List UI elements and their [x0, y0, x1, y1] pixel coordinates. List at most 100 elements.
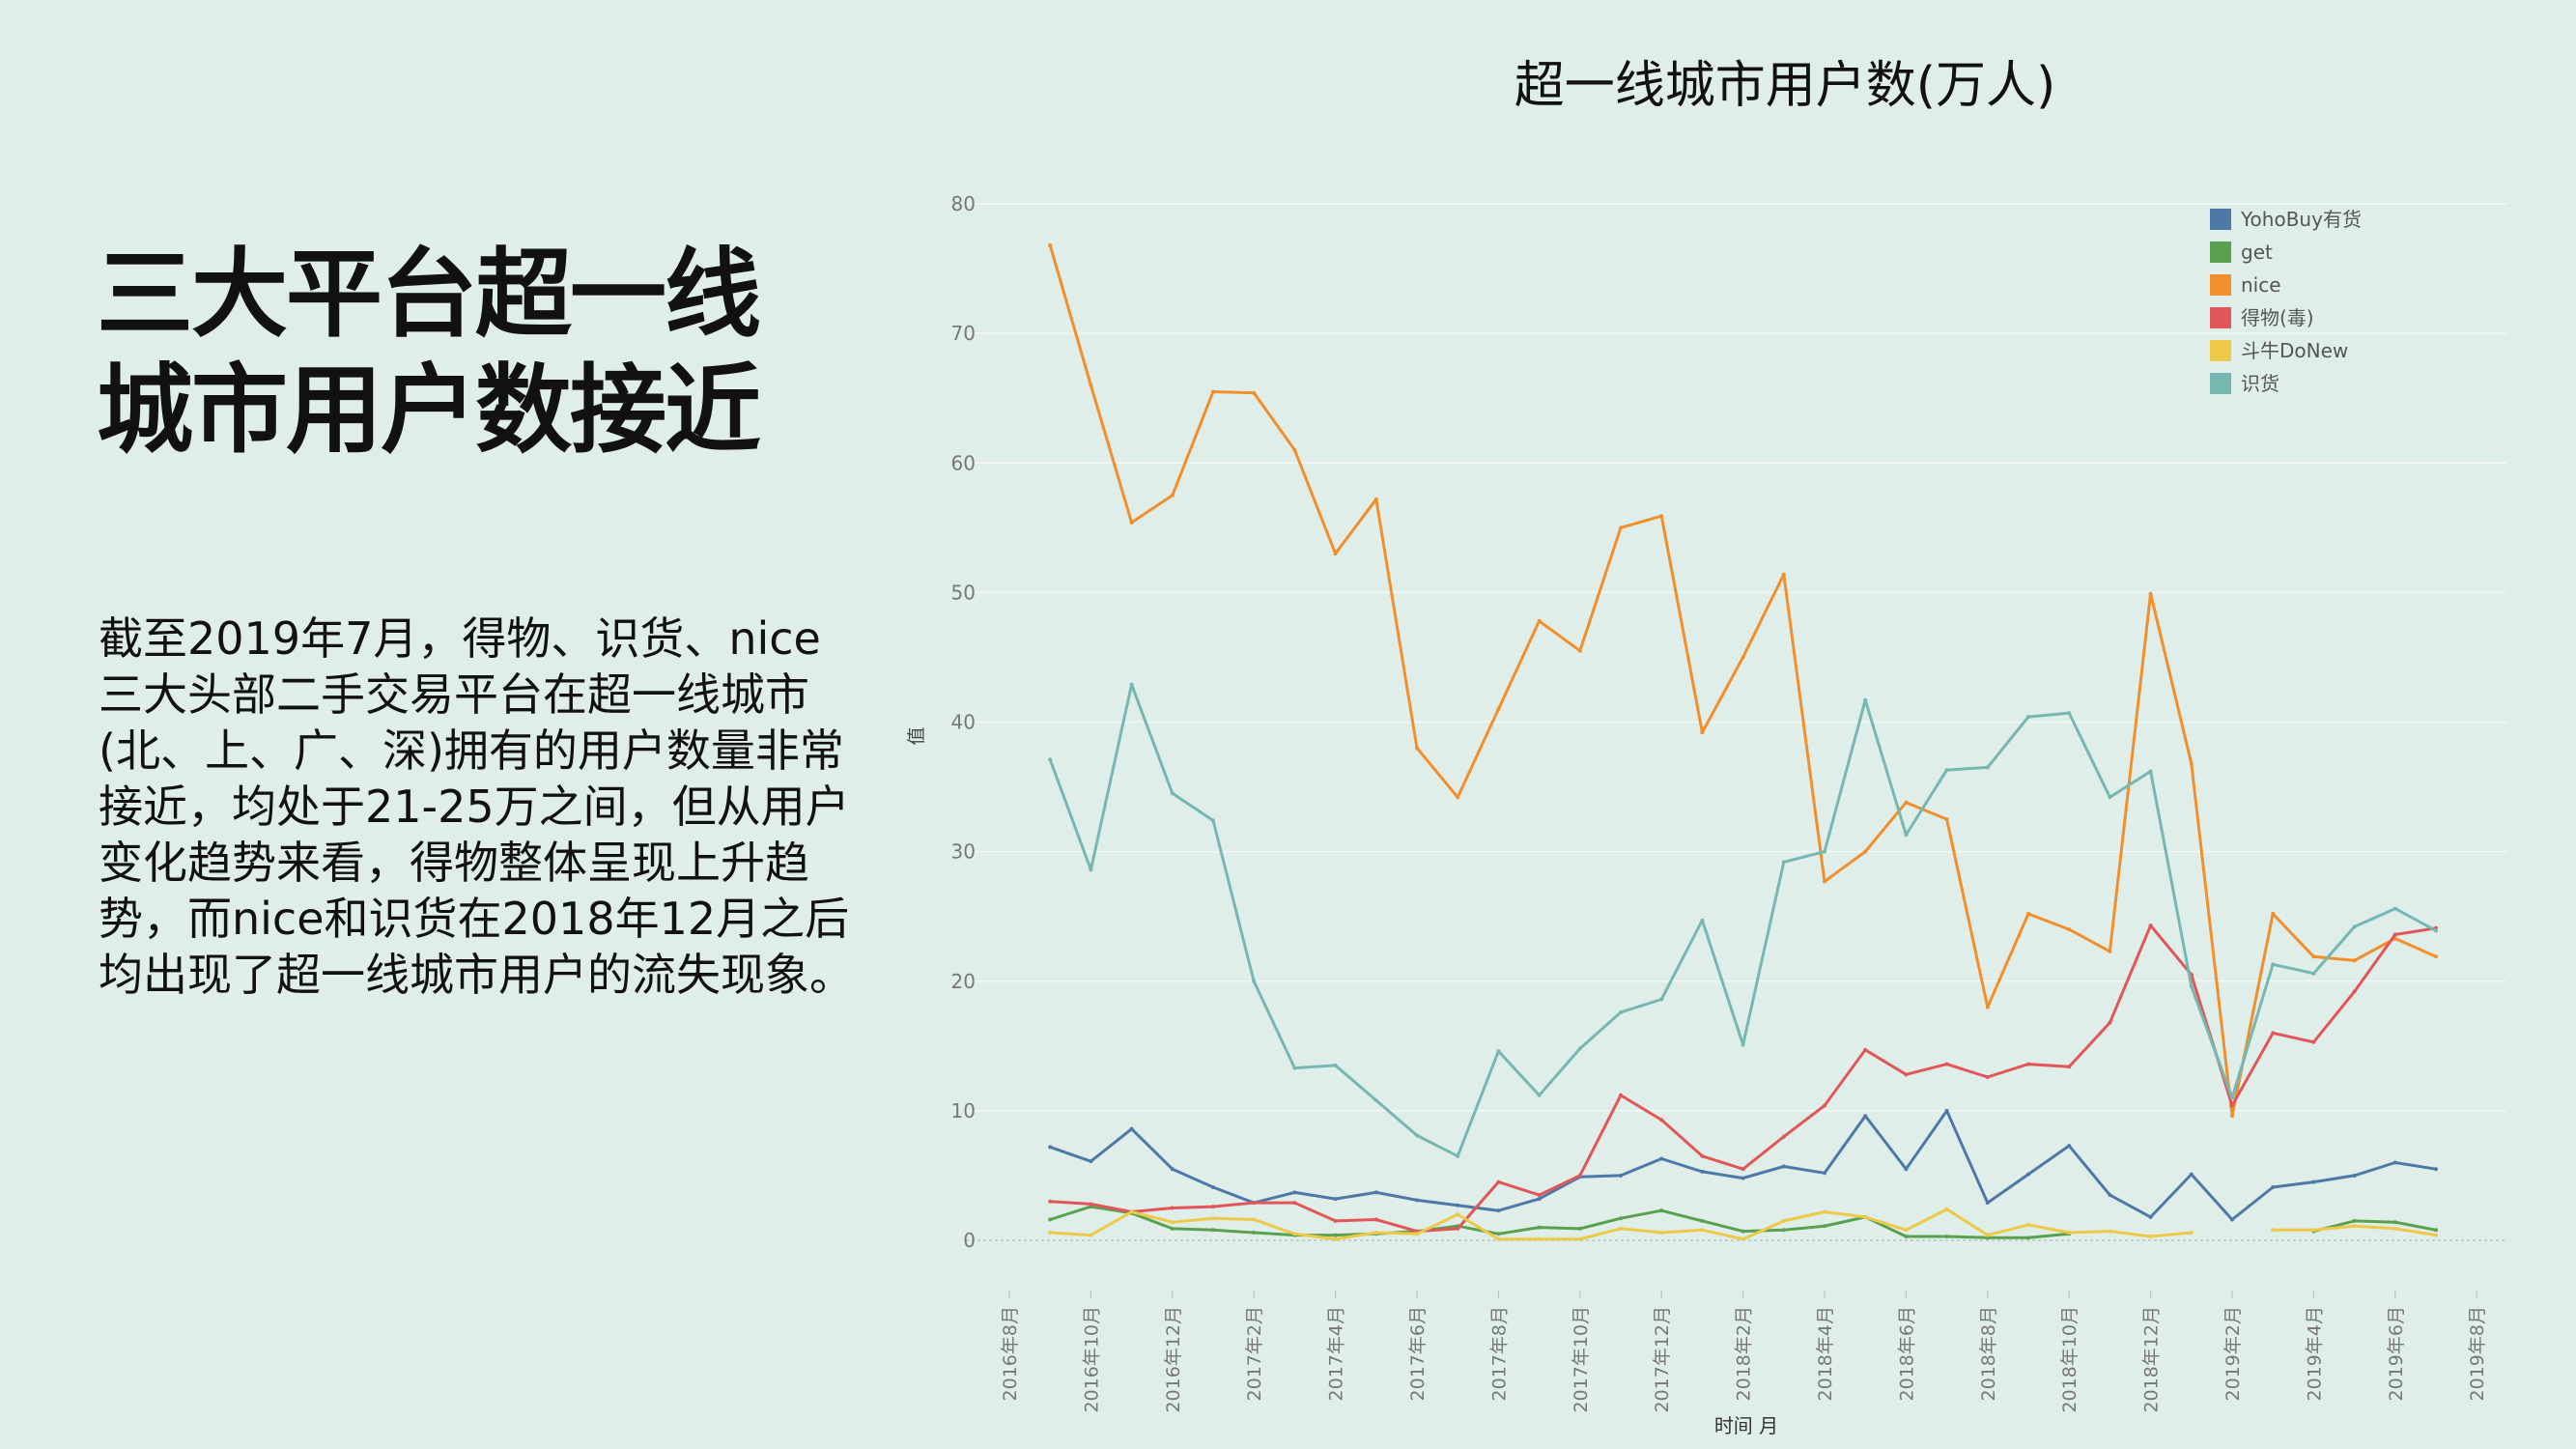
data-point [1537, 1236, 1542, 1241]
data-point [2434, 928, 2438, 933]
x-tick-label: 2019年2月 [2222, 1306, 2244, 1401]
data-point [1129, 682, 1134, 687]
data-point [2026, 912, 2030, 917]
data-point [1496, 1208, 1501, 1213]
data-point [2148, 1214, 2153, 1219]
data-point [1700, 1169, 1705, 1174]
data-point [1537, 1093, 1542, 1097]
data-point [1985, 1075, 1990, 1080]
legend-swatch [2210, 242, 2231, 263]
data-point [2392, 906, 2397, 911]
data-point [1089, 867, 1093, 872]
data-point [1048, 1230, 1053, 1235]
data-point [1211, 1185, 1215, 1190]
data-point [1089, 1159, 1093, 1164]
x-axis-label: 时间 月 [1714, 1414, 1778, 1437]
y-tick-label: 70 [951, 322, 976, 345]
data-point [2271, 912, 2276, 917]
data-point [2148, 923, 2153, 928]
data-point [1577, 1046, 1582, 1051]
data-point [1781, 1134, 1786, 1139]
x-tick-label: 2017年12月 [1652, 1306, 1673, 1413]
data-point [2108, 1229, 2112, 1234]
data-point [2352, 958, 2357, 963]
data-point [1456, 1212, 1460, 1217]
data-point [1252, 1230, 1257, 1235]
data-point [1823, 1103, 1826, 1108]
data-point [1129, 1126, 1134, 1131]
y-axis-label: 值 [906, 726, 927, 745]
data-point [1741, 1167, 1745, 1172]
data-point [1048, 757, 1053, 762]
data-point [2067, 927, 2072, 932]
data-point [2189, 1230, 2194, 1235]
legend-label: 得物(毒) [2241, 306, 2314, 329]
data-point [1700, 730, 1705, 735]
x-tick-label: 2019年4月 [2304, 1306, 2325, 1401]
data-point [2271, 962, 2276, 967]
data-point [2026, 1172, 2030, 1177]
data-point [2271, 1185, 2276, 1190]
series-line [1048, 1205, 2438, 1239]
data-point [2108, 1193, 2112, 1198]
data-point [1781, 572, 1786, 577]
data-point [1170, 1226, 1175, 1231]
data-point [1496, 1236, 1501, 1241]
x-tick-label: 2017年10月 [1571, 1306, 1592, 1413]
data-point [1863, 1214, 1868, 1219]
data-point [2148, 769, 2153, 774]
data-point [2434, 954, 2438, 959]
data-point [1537, 1225, 1542, 1230]
data-point [1170, 1220, 1175, 1225]
data-point [1252, 979, 1257, 983]
data-point [1333, 552, 1338, 556]
y-tick-label: 80 [951, 192, 976, 215]
data-point [1048, 1217, 1053, 1222]
data-point [2230, 1114, 2234, 1119]
x-tick-label: 2019年8月 [2467, 1306, 2488, 1401]
legend-swatch [2210, 209, 2231, 230]
data-point [2311, 1228, 2316, 1233]
data-point [1619, 1216, 1623, 1221]
data-point [1863, 1114, 1868, 1119]
data-point [1537, 1197, 1542, 1202]
data-point [1496, 1049, 1501, 1054]
headline-line-2: 城市用户数接近 [97, 354, 761, 467]
data-point [2311, 971, 2316, 976]
data-point [1944, 1234, 1949, 1238]
data-point [1333, 1197, 1338, 1202]
x-tick-label: 2017年8月 [1488, 1306, 1510, 1401]
data-point [1904, 1167, 1909, 1172]
data-point [1089, 1202, 1093, 1207]
data-point [1292, 1232, 1297, 1236]
data-point [1577, 1173, 1582, 1178]
series-4 [1048, 1207, 2438, 1241]
data-point [1659, 1156, 1664, 1161]
data-point [1211, 389, 1215, 394]
data-point [2352, 1224, 2357, 1229]
x-tick-label: 2017年2月 [1244, 1306, 1265, 1401]
y-tick-label: 50 [951, 581, 976, 604]
data-point [1944, 768, 1949, 773]
data-point [1373, 1190, 1378, 1195]
series-2 [1048, 242, 2438, 1119]
data-point [2026, 715, 2030, 720]
data-point [2434, 1233, 2438, 1237]
data-point [1944, 1062, 1949, 1066]
data-point [1089, 383, 1093, 387]
series-line [1048, 683, 2438, 1158]
y-tick-label: 20 [951, 970, 976, 993]
data-point [1863, 1047, 1868, 1052]
series-5 [1048, 682, 2438, 1158]
data-point [1252, 390, 1257, 395]
legend-label: 斗牛DoNew [2241, 339, 2348, 362]
data-point [1741, 1229, 1745, 1234]
x-tick-label: 2018年12月 [2141, 1306, 2163, 1413]
data-point [2026, 1062, 2030, 1066]
data-point [1170, 791, 1175, 796]
data-point [2271, 1228, 2276, 1233]
legend-swatch [2210, 340, 2231, 361]
data-point [2230, 1217, 2234, 1222]
series-3 [1048, 923, 2438, 1234]
data-point [1292, 1201, 1297, 1206]
